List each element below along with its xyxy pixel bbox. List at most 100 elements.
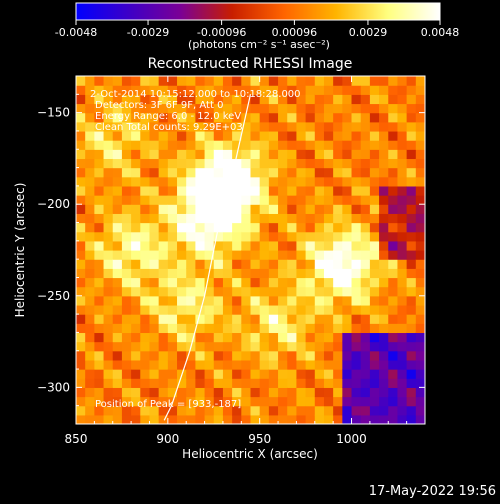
heatmap-cell (250, 378, 261, 388)
heatmap-cell (314, 121, 325, 132)
heatmap-cell (259, 231, 270, 242)
heatmap-cell (222, 295, 233, 306)
heatmap-cell (158, 85, 169, 95)
heatmap-cell (360, 176, 371, 187)
heatmap-cell (241, 350, 252, 361)
heatmap-cell (397, 304, 408, 315)
heatmap-cell (296, 414, 307, 424)
heatmap-cell (259, 185, 270, 196)
heatmap-cell (388, 231, 399, 242)
heatmap-cell (213, 286, 224, 297)
y-axis-label: Heliocentric Y (arcsec) (13, 183, 27, 318)
heatmap-cell (268, 130, 279, 141)
heatmap-cell (131, 176, 141, 187)
heatmap-cell (213, 359, 224, 370)
heatmap-cell (76, 130, 86, 141)
heatmap-cell (186, 112, 196, 123)
heatmap-cell (351, 250, 362, 260)
heatmap-cell (278, 396, 288, 407)
heatmap-cell (278, 158, 288, 169)
heatmap-cell (195, 231, 206, 242)
axis-ticks: 850 900 950 1000 −150 −200 −250 −300 (37, 76, 425, 446)
heatmap-cell (121, 76, 132, 86)
annotation-detectors: Detectors: 3F 6F 9F, Att 0 (95, 100, 223, 111)
heatmap-cell (177, 414, 187, 424)
heatmap-cell (94, 341, 105, 352)
heatmap-cell (85, 76, 95, 86)
heatmap-cell (323, 231, 334, 242)
heatmap-cell (131, 359, 141, 370)
heatmap-cell (305, 103, 316, 114)
heatmap-cell (369, 195, 380, 205)
heatmap-cell (287, 250, 298, 260)
heatmap-cell (76, 369, 86, 379)
heatmap-cell (186, 295, 196, 306)
heatmap-cell (369, 332, 380, 343)
heatmap-cell (222, 332, 233, 343)
heatmap-cell (333, 240, 343, 251)
heatmap-cell (305, 259, 316, 269)
heatmap-cell (241, 369, 252, 379)
heatmap-cell (232, 85, 242, 95)
heatmap-cell (415, 231, 425, 242)
heatmap-cell (397, 396, 408, 407)
heatmap-cell (158, 268, 169, 279)
heatmap-cell (213, 387, 224, 398)
heatmap-cell (388, 158, 399, 169)
heatmap-cell (131, 332, 141, 343)
heatmap-cell (140, 277, 151, 288)
heatmap-cell (268, 286, 279, 297)
heatmap-cell (158, 185, 169, 196)
heatmap-cell (369, 414, 380, 424)
heatmap-cell (351, 158, 362, 169)
heatmap-cell (222, 323, 233, 334)
heatmap-cell (204, 204, 215, 214)
heatmap-cell (195, 103, 206, 114)
heatmap-cell (195, 176, 206, 187)
heatmap-cell (94, 369, 105, 379)
heatmap-cell (351, 304, 362, 315)
heatmap-cell (121, 158, 132, 169)
heatmap-cell (250, 121, 261, 132)
heatmap-cell (103, 121, 114, 132)
heatmap-cell (342, 112, 353, 123)
heatmap-cell (213, 112, 224, 123)
heatmap-cell (333, 378, 343, 388)
heatmap-cell (369, 121, 380, 132)
heatmap-cell (342, 195, 353, 205)
heatmap-cell (167, 140, 178, 150)
heatmap-cell (131, 405, 141, 416)
heatmap-cell (305, 359, 316, 370)
heatmap-cell (121, 295, 132, 306)
heatmap-cell (158, 204, 169, 214)
heatmap-cell (323, 176, 334, 187)
heatmap-cell (121, 185, 132, 196)
heatmap-cell (379, 112, 389, 123)
heatmap-cell (222, 94, 233, 105)
heatmap-cell (222, 103, 233, 114)
heatmap-cell (287, 158, 298, 169)
heatmap-cell (342, 295, 353, 306)
heatmap-cell (259, 295, 270, 306)
heatmap-cell (167, 350, 178, 361)
heatmap-cell (186, 405, 196, 416)
heatmap-cell (406, 378, 417, 388)
heatmap-cell (140, 323, 151, 334)
heatmap-cell (103, 158, 114, 169)
heatmap-cell (76, 359, 86, 370)
heatmap-cell (94, 195, 105, 205)
heatmap-cell (415, 94, 425, 105)
heatmap-cell (278, 277, 288, 288)
heatmap-cell (186, 286, 196, 297)
heatmap-cell (232, 94, 242, 105)
heatmap-cell (195, 268, 206, 279)
heatmap-cell (149, 103, 160, 114)
heatmap-cell (85, 204, 95, 214)
heatmap-cell (287, 94, 298, 105)
heatmap-cell (177, 314, 187, 324)
heatmap-cell (305, 213, 316, 224)
heatmap-cell (369, 314, 380, 324)
heatmap-cell (195, 396, 206, 407)
heatmap-cell (278, 250, 288, 260)
heatmap-cell (388, 149, 399, 160)
